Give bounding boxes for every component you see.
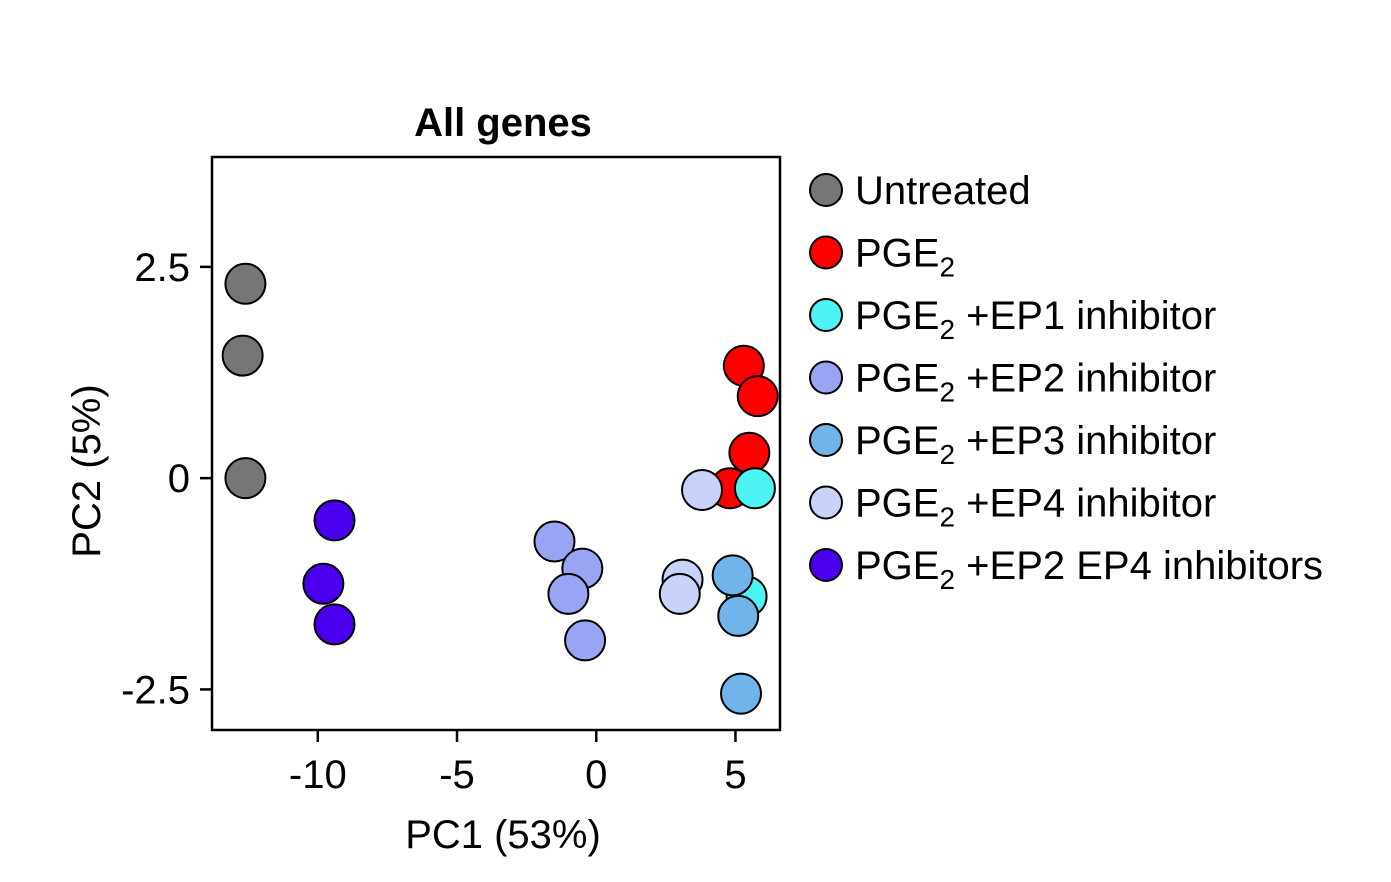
legend-label-subscript: 2 xyxy=(939,252,955,283)
data-point-series-6 xyxy=(313,603,356,646)
x-tick-label: 5 xyxy=(724,753,746,797)
legend-label-subscript: 2 xyxy=(939,439,955,470)
data-points xyxy=(221,262,779,715)
data-point-series-5 xyxy=(658,572,701,615)
y-tick-label: 2.5 xyxy=(134,246,190,290)
legend-label-subscript: 2 xyxy=(939,502,955,533)
legend-label-main: PGE xyxy=(855,419,939,463)
legend-label: PGE2 +EP3 inhibitor xyxy=(855,419,1216,470)
legend-label: PGE2 +EP2 EP4 inhibitors xyxy=(855,544,1323,595)
x-axis: -10 -5 0 5 xyxy=(289,730,747,797)
chart-title: All genes xyxy=(414,101,592,145)
data-point-series-0 xyxy=(224,457,267,500)
data-point-series-4 xyxy=(720,672,763,715)
legend-label-suffix: +EP2 inhibitor xyxy=(955,357,1216,401)
legend-item-5: PGE2 +EP4 inhibitor xyxy=(809,482,1216,533)
legend-label-suffix: +EP2 EP4 inhibitors xyxy=(955,544,1323,588)
legend-label-suffix: +EP4 inhibitor xyxy=(955,482,1216,526)
legend-item-6: PGE2 +EP2 EP4 inhibitors xyxy=(809,544,1323,595)
legend-marker xyxy=(809,173,843,207)
data-point-series-5 xyxy=(681,468,724,511)
y-axis-title: PC2 (5%) xyxy=(65,384,109,557)
data-point-series-4 xyxy=(717,594,760,637)
legend-marker xyxy=(809,548,843,582)
y-tick-label: -2.5 xyxy=(121,668,190,712)
legend-marker xyxy=(809,235,843,270)
data-point-series-0 xyxy=(224,262,267,305)
x-axis-title: PC1 (53%) xyxy=(405,813,601,857)
y-tick-label: 0 xyxy=(168,457,190,501)
plot-area-frame xyxy=(210,155,782,732)
data-point-series-0 xyxy=(221,334,264,377)
legend-item-2: PGE2 +EP1 inhibitor xyxy=(809,294,1216,345)
data-point-series-1 xyxy=(728,431,771,474)
legend-label-subscript: 2 xyxy=(939,377,955,408)
legend-label-subscript: 2 xyxy=(939,314,955,345)
legend-item-3: PGE2 +EP2 inhibitor xyxy=(809,357,1216,408)
legend-marker xyxy=(809,298,843,332)
legend-label-main: PGE xyxy=(855,294,939,338)
legend-marker xyxy=(809,360,843,395)
y-axis: 2.5 0 -2.5 xyxy=(121,246,212,712)
legend-label-main: PGE xyxy=(855,482,939,526)
legend-label-main: PGE xyxy=(855,544,939,588)
legend-item-4: PGE2 +EP3 inhibitor xyxy=(809,419,1216,470)
legend-item-1: PGE2 xyxy=(809,232,955,283)
data-point-series-2 xyxy=(733,467,776,510)
x-tick-label: -10 xyxy=(289,753,347,797)
legend-label: PGE2 +EP1 inhibitor xyxy=(855,294,1216,345)
legend-label-suffix: +EP1 inhibitor xyxy=(955,294,1216,338)
legend-label-main: PGE xyxy=(855,357,939,401)
legend-marker xyxy=(809,485,843,520)
data-point-series-3 xyxy=(547,572,590,615)
data-point-series-3 xyxy=(533,520,576,563)
legend-label: PGE2 xyxy=(855,232,955,283)
legend-marker xyxy=(809,423,843,457)
legend-item-0: Untreated xyxy=(809,169,1031,213)
legend-label: PGE2 +EP4 inhibitor xyxy=(855,482,1216,533)
data-point-series-4 xyxy=(711,554,754,597)
legend-label: Untreated xyxy=(855,169,1031,213)
data-point-series-6 xyxy=(313,499,356,542)
x-tick-label: -5 xyxy=(439,753,475,797)
legend-label-main: PGE xyxy=(855,232,939,276)
data-point-series-1 xyxy=(736,375,779,418)
data-point-series-6 xyxy=(302,562,345,605)
data-point-series-3 xyxy=(564,619,607,662)
legend-label-suffix: +EP3 inhibitor xyxy=(955,419,1216,463)
legend-label-main: Untreated xyxy=(855,169,1031,213)
x-tick-label: 0 xyxy=(585,753,607,797)
legend-label: PGE2 +EP2 inhibitor xyxy=(855,357,1216,408)
legend-label-subscript: 2 xyxy=(939,564,955,595)
